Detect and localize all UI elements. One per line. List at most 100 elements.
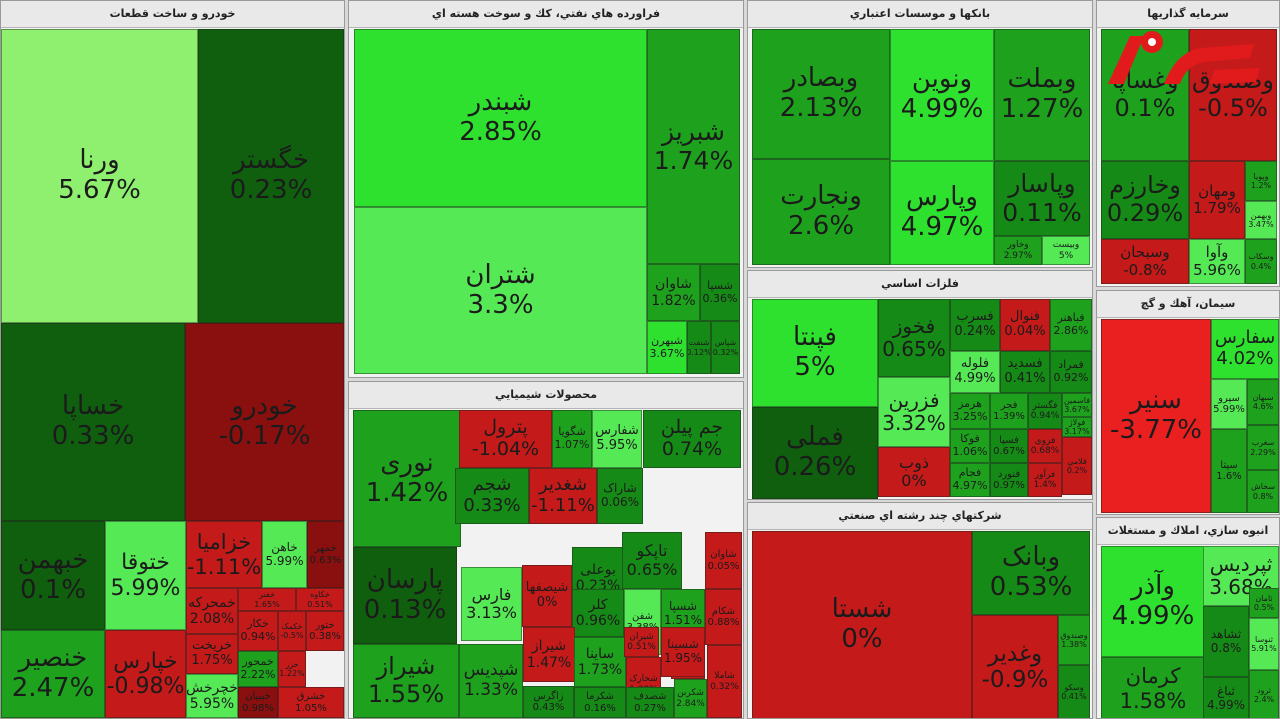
tile-chemicals[interactable]: شیراز 1.55% bbox=[353, 644, 459, 718]
tile-metals[interactable]: فزرین 3.32% bbox=[878, 377, 950, 447]
tile-metals[interactable]: فروی 0.68% bbox=[1028, 429, 1062, 463]
tile-chemicals[interactable]: شکام 0.88% bbox=[705, 589, 742, 645]
tile-cement[interactable]: سپرو 5.99% bbox=[1211, 379, 1247, 429]
tile-banks[interactable]: وخاور 2.97% bbox=[994, 236, 1042, 265]
tile-investment[interactable]: وبهمن 3.47% bbox=[1245, 201, 1277, 239]
tile-metals[interactable]: فلامي 0.2% bbox=[1062, 437, 1092, 495]
tile-banks[interactable]: ونجارت 2.6% bbox=[752, 159, 890, 265]
tile-construction[interactable]: ثشاهد 0.8% bbox=[1203, 606, 1249, 677]
tile-metals[interactable]: فوکا 1.06% bbox=[950, 429, 990, 463]
tile-auto[interactable]: خزر 1.22% bbox=[278, 651, 306, 687]
tile-investment[interactable]: وخارزم 0.29% bbox=[1101, 161, 1189, 239]
tile-auto[interactable]: خفنر 1.65% bbox=[238, 588, 296, 611]
tile-auto[interactable]: خکاوه 0.51% bbox=[296, 588, 344, 611]
tile-cement[interactable]: سیتا 1.6% bbox=[1211, 429, 1247, 513]
tile-chemicals[interactable]: شپدیس 1.33% bbox=[459, 644, 523, 718]
tile-investment[interactable]: وآوا 5.96% bbox=[1189, 239, 1245, 284]
tile-chemicals[interactable]: شغدیر -1.11% bbox=[529, 468, 597, 524]
tile-banks[interactable]: ونوین 4.99% bbox=[890, 29, 994, 161]
tile-auto[interactable]: خپارس -0.98% bbox=[105, 630, 186, 718]
tile-chemicals[interactable]: شاراک 0.06% bbox=[597, 468, 643, 524]
tile-cement[interactable]: سخاش 0.8% bbox=[1247, 470, 1279, 513]
tile-auto[interactable]: خشرق 1.05% bbox=[278, 687, 344, 718]
tile-chemicals[interactable]: شکرما 0.16% bbox=[574, 687, 626, 718]
tile-auto[interactable]: خریخت 1.75% bbox=[186, 634, 238, 674]
tile-oil[interactable]: شبریز 1.74% bbox=[647, 29, 740, 264]
tile-auto[interactable]: خاهن 5.99% bbox=[262, 521, 307, 588]
tile-auto[interactable]: خمحرکه 2.08% bbox=[186, 588, 238, 634]
tile-auto[interactable]: ورنا 5.67% bbox=[1, 29, 198, 323]
tile-chemicals[interactable]: پترول -1.04% bbox=[459, 410, 552, 468]
tile-construction[interactable]: ثامان 0.5% bbox=[1249, 588, 1279, 618]
tile-metals[interactable]: هرمز 3.25% bbox=[950, 393, 990, 429]
tile-chemicals[interactable]: شاوان 0.05% bbox=[705, 532, 742, 589]
tile-banks[interactable]: وبصادر 2.13% bbox=[752, 29, 890, 159]
tile-cement[interactable]: سنیر -3.77% bbox=[1101, 319, 1211, 513]
tile-metals[interactable]: فرآور 1.4% bbox=[1028, 463, 1062, 497]
tile-metals[interactable]: فنوال 0.04% bbox=[1000, 299, 1050, 351]
tile-chemicals[interactable]: پارسان 0.13% bbox=[353, 547, 457, 644]
tile-metals[interactable]: فاسمین 3.67% bbox=[1062, 393, 1092, 417]
tile-investment[interactable]: ومهان 1.79% bbox=[1189, 161, 1245, 239]
tile-multi[interactable]: وغدیر -0.9% bbox=[972, 615, 1058, 718]
tile-auto[interactable]: خبنیان 0.98% bbox=[238, 687, 278, 718]
tile-multi[interactable]: وصندوق 1.38% bbox=[1058, 615, 1090, 665]
tile-auto[interactable]: خکمک -0.5% bbox=[278, 611, 306, 651]
tile-metals[interactable]: فمراد 0.92% bbox=[1050, 351, 1092, 393]
tile-cement[interactable]: سفارس 4.02% bbox=[1211, 319, 1279, 379]
tile-oil[interactable]: شسپا 0.36% bbox=[700, 264, 740, 321]
tile-banks[interactable]: وبملت 1.27% bbox=[994, 29, 1090, 161]
tile-investment[interactable]: وغساپا 0.1% bbox=[1101, 29, 1189, 161]
tile-investment[interactable]: وسبحان -0.8% bbox=[1101, 239, 1189, 284]
tile-metals[interactable]: فسرب 0.24% bbox=[950, 299, 1000, 351]
tile-metals[interactable]: فجر 1.39% bbox=[990, 393, 1028, 429]
tile-auto[interactable]: خنصیر 2.47% bbox=[1, 630, 105, 718]
tile-oil[interactable]: شتران 3.3% bbox=[354, 207, 647, 374]
tile-metals[interactable]: فملی 0.26% bbox=[752, 407, 878, 499]
tile-construction[interactable]: ثنوسا 5.91% bbox=[1249, 618, 1279, 670]
tile-construction[interactable]: ثباغ 4.99% bbox=[1203, 677, 1249, 718]
tile-metals[interactable]: فنورد 0.97% bbox=[990, 463, 1028, 497]
tile-metals[interactable]: فلوله 4.99% bbox=[950, 351, 1000, 393]
tile-oil[interactable]: شنفت 0.12% bbox=[687, 321, 711, 374]
tile-auto[interactable]: ختور 0.38% bbox=[306, 611, 344, 651]
tile-investment[interactable]: وپویا 1.2% bbox=[1245, 161, 1277, 201]
tile-banks[interactable]: وبیست 5% bbox=[1042, 236, 1090, 265]
tile-chemicals[interactable]: شجم 0.33% bbox=[455, 468, 529, 524]
tile-auto[interactable]: خچرخش 5.95% bbox=[186, 674, 238, 718]
tile-construction[interactable]: کرمان 1.58% bbox=[1101, 657, 1205, 718]
tile-chemicals[interactable]: شیصفها 0% bbox=[522, 565, 572, 627]
tile-oil[interactable]: شاوان 1.82% bbox=[647, 264, 700, 321]
tile-construction[interactable]: ثرود 2.4% bbox=[1249, 670, 1279, 718]
tile-auto[interactable]: خزامیا -1.11% bbox=[186, 521, 262, 588]
tile-chemicals[interactable]: شفارس 5.95% bbox=[592, 410, 642, 468]
tile-chemicals[interactable]: شصدف 0.27% bbox=[626, 687, 674, 718]
tile-chemicals[interactable]: شیران 0.51% bbox=[624, 627, 659, 657]
tile-metals[interactable]: فسدید 0.41% bbox=[1000, 351, 1050, 393]
tile-banks[interactable]: وپاسار 0.11% bbox=[994, 161, 1090, 236]
tile-oil[interactable]: شبندر 2.85% bbox=[354, 29, 647, 207]
tile-chemicals[interactable]: شیراز 1.47% bbox=[523, 627, 575, 682]
tile-chemicals[interactable]: جم پیلن 0.74% bbox=[643, 410, 741, 468]
tile-multi[interactable]: وسکو 0.41% bbox=[1058, 665, 1090, 718]
tile-chemicals[interactable]: شکربن 2.84% bbox=[674, 679, 707, 718]
tile-oil[interactable]: شبهرن 3.67% bbox=[647, 321, 687, 374]
tile-metals[interactable]: فگستر 0.94% bbox=[1028, 393, 1062, 429]
tile-auto[interactable]: خگستر 0.23% bbox=[198, 29, 344, 323]
tile-auto[interactable]: خساپا 0.33% bbox=[1, 323, 185, 521]
tile-chemicals[interactable]: شاملا 0.32% bbox=[707, 645, 742, 718]
tile-metals[interactable]: فسپا 0.67% bbox=[990, 429, 1028, 463]
tile-multi[interactable]: شستا 0% bbox=[752, 531, 972, 718]
tile-auto[interactable]: خودرو -0.17% bbox=[185, 323, 344, 521]
tile-auto[interactable]: خمحور 2.22% bbox=[238, 651, 278, 687]
tile-oil[interactable]: شپاس 0.32% bbox=[711, 321, 740, 374]
tile-chemicals[interactable]: شسینا 1.95% bbox=[661, 627, 705, 677]
tile-chemicals[interactable]: فارس 3.13% bbox=[461, 567, 522, 641]
tile-chemicals[interactable]: زاگرس 0.43% bbox=[523, 686, 574, 718]
tile-cement[interactable]: سبهان 4.6% bbox=[1247, 379, 1279, 425]
tile-chemicals[interactable]: نوری 1.42% bbox=[353, 410, 461, 547]
tile-chemicals[interactable]: شگویا 1.07% bbox=[552, 410, 592, 468]
tile-metals[interactable]: فپنتا 5% bbox=[752, 299, 878, 407]
tile-auto[interactable]: خکار 0.94% bbox=[238, 611, 278, 651]
tile-chemicals[interactable]: ساینا 1.73% bbox=[574, 637, 626, 687]
